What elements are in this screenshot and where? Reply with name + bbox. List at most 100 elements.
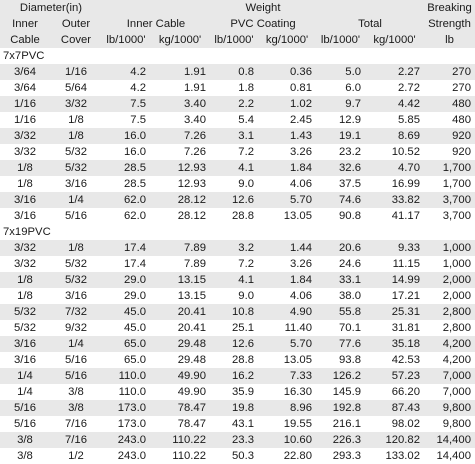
breaking-strength: 3,700	[424, 208, 475, 224]
pvc-coating-lb: 4.1	[210, 160, 258, 176]
table-row: 3/16 1/4 62.0 28.12 12.6 5.70 74.6 33.82 3,700	[0, 192, 475, 208]
outer-cover-dia: 1/4	[50, 336, 102, 352]
total-kg: 10.52	[365, 144, 424, 160]
outer-cover-dia: 5/64	[50, 80, 102, 96]
pvc-coating-lb: 10.8	[210, 304, 258, 320]
pvc-coating-lb: 7.2	[210, 144, 258, 160]
inner-cable-kg: 12.93	[150, 176, 210, 192]
pvc-coating-lb: 19.8	[210, 400, 258, 416]
inner-cable-lb: 28.5	[102, 160, 150, 176]
inner-cable-dia: 3/16	[0, 352, 50, 368]
breaking-strength: 920	[424, 128, 475, 144]
inner-cable-kg: 13.15	[150, 288, 210, 304]
table-row: 3/16 5/16 65.0 29.48 28.8 13.05 93.8 42.53 4,200	[0, 352, 475, 368]
header-pvc-coating: PVC Coating	[210, 16, 316, 32]
outer-cover-dia: 1/4	[50, 192, 102, 208]
inner-cable-lb: 243.0	[102, 448, 150, 464]
header-inner-cable: Inner Cable	[102, 16, 210, 32]
header-strength: Strength	[424, 16, 475, 32]
table-row: 1/8 3/16 29.0 13.15 9.0 4.06 38.0 17.21 2,000	[0, 288, 475, 304]
inner-cable-lb: 7.5	[102, 112, 150, 128]
breaking-strength: 14,400	[424, 448, 475, 464]
header-cover: Cover	[50, 32, 102, 48]
inner-cable-dia: 1/8	[0, 272, 50, 288]
outer-cover-dia: 5/16	[50, 368, 102, 384]
total-lb: 20.6	[316, 240, 365, 256]
breaking-strength: 920	[424, 144, 475, 160]
inner-cable-lb: 110.0	[102, 368, 150, 384]
total-lb: 74.6	[316, 192, 365, 208]
inner-cable-kg: 7.26	[150, 144, 210, 160]
table-row: 3/32 5/32 16.0 7.26 7.2 3.26 23.2 10.52 920	[0, 144, 475, 160]
inner-cable-dia: 3/32	[0, 240, 50, 256]
pvc-coating-kg: 4.06	[258, 176, 316, 192]
outer-cover-dia: 5/32	[50, 160, 102, 176]
inner-cable-kg: 78.47	[150, 400, 210, 416]
outer-cover-dia: 1/2	[50, 448, 102, 464]
inner-cable-kg: 28.12	[150, 208, 210, 224]
breaking-strength: 2,800	[424, 304, 475, 320]
pvc-coating-kg: 1.84	[258, 160, 316, 176]
inner-cable-dia: 5/32	[0, 304, 50, 320]
inner-cable-dia: 3/16	[0, 192, 50, 208]
table-row: 3/8 7/16 243.0 110.22 23.3 10.60 226.3 120.82 14…	[0, 432, 475, 448]
inner-cable-kg: 7.89	[150, 256, 210, 272]
pvc-coating-kg: 7.33	[258, 368, 316, 384]
inner-cable-lb: 4.2	[102, 64, 150, 80]
total-kg: 4.70	[365, 160, 424, 176]
pvc-coating-kg: 0.81	[258, 80, 316, 96]
total-lb: 93.8	[316, 352, 365, 368]
inner-cable-lb: 17.4	[102, 256, 150, 272]
table-row: 3/32 1/8 17.4 7.89 3.2 1.44 20.6 9.33 1,000	[0, 240, 475, 256]
inner-cable-dia: 3/32	[0, 144, 50, 160]
header-unit-lb: lb/1000'	[102, 32, 150, 48]
inner-cable-kg: 1.91	[150, 64, 210, 80]
pvc-coating-kg: 8.96	[258, 400, 316, 416]
total-lb: 12.9	[316, 112, 365, 128]
header-outer: Outer	[50, 16, 102, 32]
breaking-strength: 480	[424, 112, 475, 128]
section-title: 7x7PVC	[0, 48, 475, 64]
table-header: Diameter(in) Weight Breaking Inner Outer…	[0, 0, 475, 48]
total-kg: 98.02	[365, 416, 424, 432]
pvc-coating-kg: 3.26	[258, 144, 316, 160]
pvc-coating-kg: 1.02	[258, 96, 316, 112]
outer-cover-dia: 5/32	[50, 272, 102, 288]
outer-cover-dia: 3/16	[50, 288, 102, 304]
total-lb: 19.1	[316, 128, 365, 144]
pvc-coating-kg: 4.06	[258, 288, 316, 304]
breaking-strength: 9,800	[424, 400, 475, 416]
section-row: 7x7PVC	[0, 48, 475, 64]
breaking-strength: 9,800	[424, 416, 475, 432]
pvc-coating-lb: 12.6	[210, 192, 258, 208]
pvc-coating-lb: 3.1	[210, 128, 258, 144]
inner-cable-dia: 5/32	[0, 320, 50, 336]
breaking-strength: 7,000	[424, 384, 475, 400]
outer-cover-dia: 7/16	[50, 416, 102, 432]
inner-cable-kg: 28.12	[150, 192, 210, 208]
header-unit-lb-strength: lb	[424, 32, 475, 48]
pvc-coating-lb: 0.8	[210, 64, 258, 80]
pvc-coating-lb: 1.8	[210, 80, 258, 96]
table-row: 5/16 7/16 173.0 78.47 43.1 19.55 216.1 98.02 9,8…	[0, 416, 475, 432]
inner-cable-lb: 16.0	[102, 128, 150, 144]
inner-cable-lb: 29.0	[102, 272, 150, 288]
inner-cable-kg: 3.40	[150, 112, 210, 128]
outer-cover-dia: 3/8	[50, 400, 102, 416]
total-lb: 216.1	[316, 416, 365, 432]
pvc-coating-lb: 7.2	[210, 256, 258, 272]
breaking-strength: 2,800	[424, 320, 475, 336]
header-inner: Inner	[0, 16, 50, 32]
inner-cable-dia: 1/8	[0, 288, 50, 304]
total-kg: 16.99	[365, 176, 424, 192]
total-kg: 33.82	[365, 192, 424, 208]
inner-cable-lb: 45.0	[102, 320, 150, 336]
inner-cable-lb: 16.0	[102, 144, 150, 160]
inner-cable-dia: 1/16	[0, 112, 50, 128]
table-row: 3/64 5/64 4.2 1.91 1.8 0.81 6.0 2.72 270	[0, 80, 475, 96]
table-row: 3/32 5/32 17.4 7.89 7.2 3.26 24.6 11.15 1,000	[0, 256, 475, 272]
inner-cable-lb: 62.0	[102, 208, 150, 224]
pvc-coating-kg: 22.80	[258, 448, 316, 464]
total-kg: 120.82	[365, 432, 424, 448]
